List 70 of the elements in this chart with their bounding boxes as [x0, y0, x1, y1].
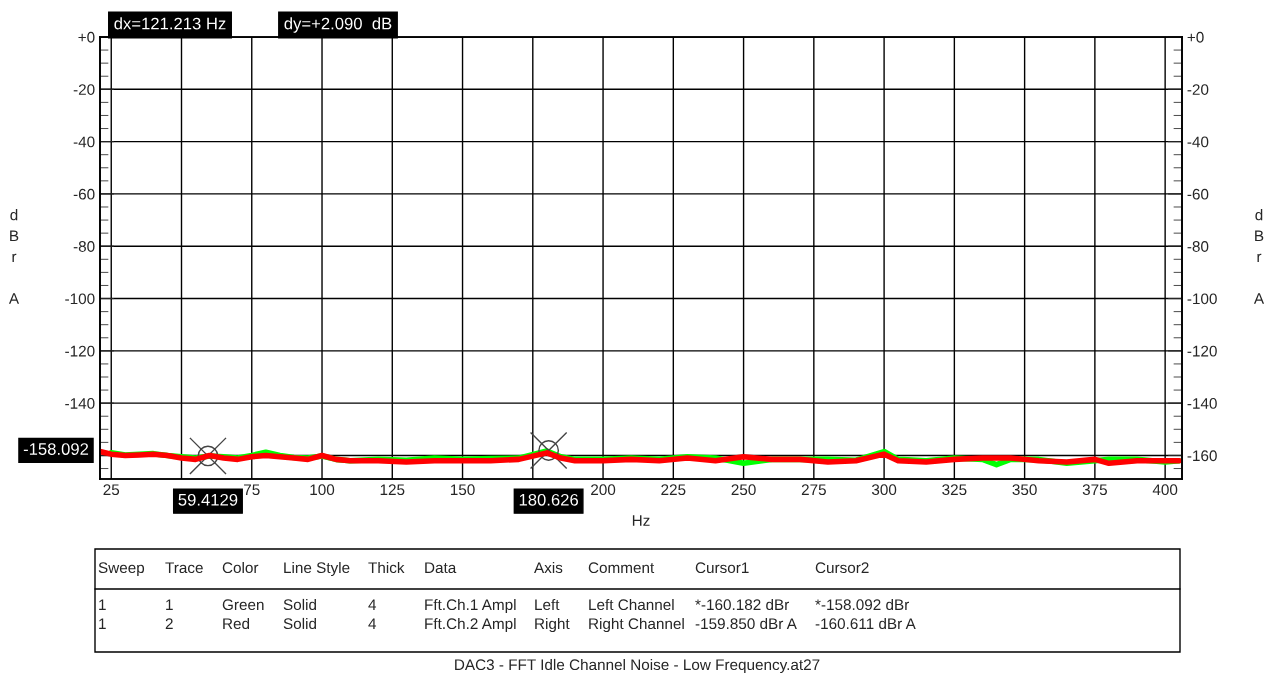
y-tick-label: +0	[78, 31, 95, 43]
text: DAC3 - FFT Idle Channel Noise - Low Frequency.at27	[455, 658, 820, 674]
y2-tick-label: -120	[1187, 345, 1217, 357]
text: dBr A	[1253, 209, 1265, 304]
text: *-160.182 dBr	[695, 598, 790, 611]
text: 4	[368, 618, 377, 629]
annotation: 59.4129	[178, 493, 238, 506]
text: -158.092	[23, 443, 89, 455]
y-tick-label: -40	[73, 136, 95, 148]
x-tick-label: 250	[731, 484, 756, 496]
x-tick-label: 100	[310, 484, 335, 496]
x-tick-label: 25	[103, 484, 120, 496]
y2-tick-label: -60	[1187, 188, 1209, 200]
text: Trace	[165, 562, 203, 574]
text: Cursor1	[695, 562, 749, 574]
y-tick-label: -60	[73, 188, 95, 200]
text: Solid	[283, 598, 316, 611]
y2-tick-label: -20	[1187, 84, 1209, 95]
text: dy=+2.090 dB	[284, 17, 392, 33]
y-tick-label: -100	[65, 293, 95, 305]
annotation: 180.626	[519, 493, 578, 506]
x-tick-label: 150	[450, 484, 475, 496]
y2-tick-label: +0	[1187, 31, 1204, 43]
text: Left	[535, 598, 560, 611]
text: Color	[222, 561, 259, 574]
text: Right Channel	[589, 617, 684, 633]
x-tick-label: 375	[1082, 484, 1107, 496]
text: Cursor2	[815, 562, 869, 574]
text: Right	[535, 617, 570, 633]
text: -160.611 dBr A	[815, 617, 916, 630]
x-tick-label: 275	[801, 484, 826, 496]
text: 1	[166, 599, 173, 610]
text: Solid	[283, 617, 316, 630]
text: Thick	[368, 561, 405, 574]
text: Red	[223, 617, 250, 630]
text: Left Channel	[589, 598, 674, 611]
y-tick-label: -20	[73, 84, 95, 95]
text: -159.850 dBr A	[695, 617, 797, 630]
text: 4	[368, 599, 377, 610]
text: Fft.Ch.1 Ampl	[425, 598, 516, 614]
x-tick-label: 350	[1012, 484, 1037, 496]
text: Axis	[534, 561, 563, 574]
y-tick-label: -140	[65, 398, 95, 409]
text: 1	[99, 618, 106, 629]
x-tick-label: 75	[244, 484, 260, 496]
x-tick-label: 225	[661, 484, 686, 496]
x-tick-label: 125	[380, 484, 405, 496]
text: Line Style	[284, 561, 350, 577]
x-tick-label: 200	[591, 484, 616, 496]
text: dx=121.213 Hz	[114, 17, 226, 30]
y-tick-label: -120	[65, 345, 95, 357]
text: Data	[425, 562, 457, 574]
y2-tick-label: -140	[1187, 398, 1217, 409]
text: 2	[165, 618, 173, 629]
text: dBr A	[8, 209, 20, 304]
x-tick-label: 325	[942, 484, 967, 496]
text: Sweep	[98, 562, 145, 577]
y2-tick-label: -160	[1187, 450, 1217, 462]
y2-tick-label: -80	[1187, 241, 1209, 252]
x-tick-label: 400	[1152, 484, 1178, 496]
y2-tick-label: -40	[1187, 136, 1209, 148]
text: *-158.092 dBr	[815, 598, 910, 611]
text: Green	[222, 599, 264, 611]
y2-tick-label: -100	[1187, 293, 1217, 305]
x-tick-label: 300	[871, 484, 897, 496]
x-axis-title: Hz	[632, 515, 650, 526]
y-tick-label: -80	[73, 241, 95, 252]
text: Fft.Ch.2 Ampl	[425, 617, 516, 633]
text: 1	[99, 599, 106, 610]
text: Comment	[588, 562, 655, 574]
